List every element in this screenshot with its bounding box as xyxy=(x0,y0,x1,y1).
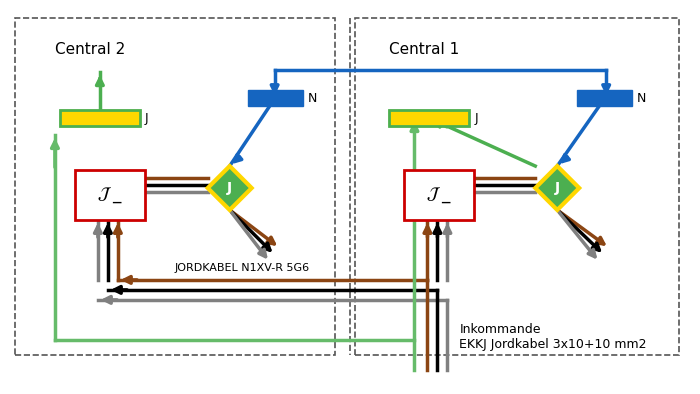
Bar xyxy=(354,18,679,355)
Bar xyxy=(389,110,470,126)
Text: EKKJ Jordkabel 3x10+10 mm2: EKKJ Jordkabel 3x10+10 mm2 xyxy=(459,338,647,351)
Bar xyxy=(248,90,302,106)
Text: J: J xyxy=(145,112,148,125)
Text: Central 1: Central 1 xyxy=(389,42,460,57)
Text: N: N xyxy=(637,92,647,105)
Polygon shape xyxy=(536,166,579,210)
Bar xyxy=(578,90,632,106)
Bar xyxy=(75,170,145,220)
Bar xyxy=(15,18,335,355)
Bar xyxy=(405,170,475,220)
Text: N: N xyxy=(307,92,317,105)
Bar xyxy=(60,110,140,126)
Text: J: J xyxy=(475,112,478,125)
Polygon shape xyxy=(208,166,252,210)
Text: J: J xyxy=(554,181,560,195)
Text: J: J xyxy=(227,181,232,195)
Text: $\mathcal{J}$ _: $\mathcal{J}$ _ xyxy=(426,185,452,205)
Text: Central 2: Central 2 xyxy=(55,42,125,57)
Bar xyxy=(60,110,140,126)
Text: $\mathcal{J}$ _: $\mathcal{J}$ _ xyxy=(97,185,123,205)
Bar xyxy=(389,110,470,126)
Text: Inkommande: Inkommande xyxy=(459,323,541,336)
Text: JORDKABEL N1XV-R 5G6: JORDKABEL N1XV-R 5G6 xyxy=(175,263,310,273)
